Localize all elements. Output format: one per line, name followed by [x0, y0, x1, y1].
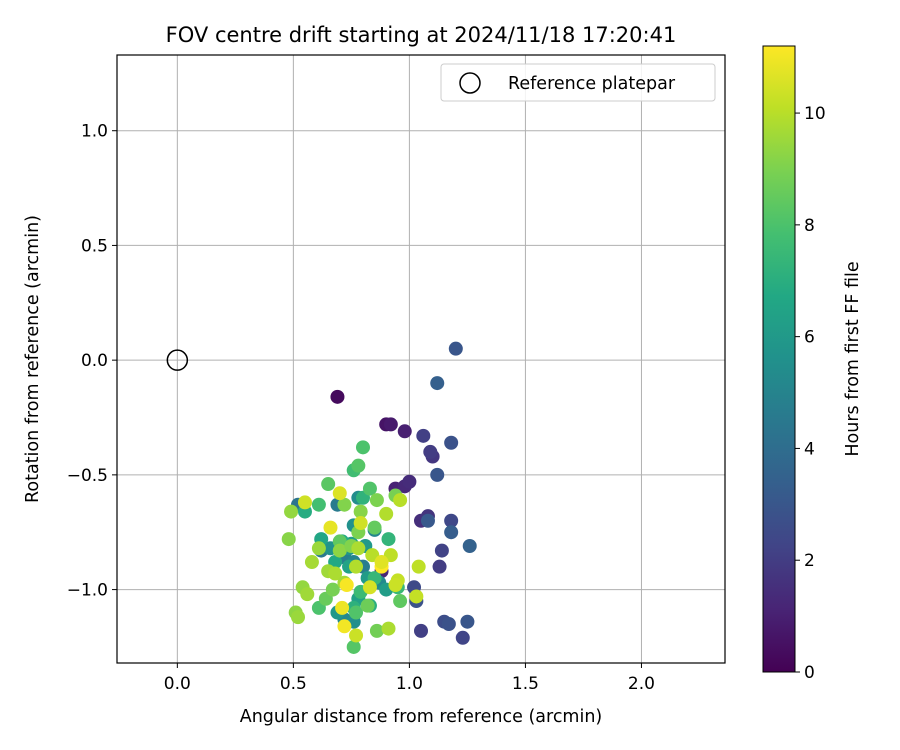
legend-label: Reference platepar — [508, 74, 676, 94]
x-tick-label: 2.0 — [628, 674, 655, 694]
x-tick-label: 1.5 — [512, 674, 539, 694]
scatter-point — [323, 520, 338, 535]
legend-box — [440, 63, 716, 102]
scatter-point — [311, 497, 326, 512]
colorbar-gradient — [762, 45, 796, 673]
scatter-point — [360, 598, 375, 613]
colorbar-ticks: 0 2 4 6 8 10 — [795, 104, 826, 683]
scatter-point — [460, 614, 475, 629]
colorbar-tick-label: 8 — [804, 216, 815, 236]
scatter-point — [409, 589, 424, 604]
scatter-point — [369, 623, 384, 638]
scatter-point — [332, 486, 347, 501]
chart-title: FOV centre drift starting at 2024/11/18 … — [166, 23, 677, 47]
scatter-point — [346, 639, 361, 654]
reference-marker-group — [166, 349, 189, 371]
scatter-point — [441, 616, 456, 631]
y-tick-label: −1.0 — [67, 581, 108, 601]
y-tick-label: 1.0 — [81, 122, 108, 142]
scatter-point — [448, 341, 463, 356]
scatter-point — [423, 444, 438, 459]
colorbar-tick-label: 0 — [804, 663, 815, 683]
scatter-point — [381, 532, 396, 547]
scatter-point — [304, 555, 319, 570]
legend-marker — [459, 72, 481, 94]
x-axis-ticks: 0.0 0.5 1.0 1.5 2.0 — [164, 663, 655, 694]
scatter-point — [300, 587, 315, 602]
scatter-point — [325, 582, 340, 597]
x-tick-label: 1.0 — [396, 674, 423, 694]
scatter-point — [462, 538, 477, 553]
scatter-point — [297, 495, 312, 510]
scatter-point — [414, 623, 428, 638]
y-tick-label: 0.5 — [81, 236, 108, 256]
scatter-point — [349, 628, 364, 643]
scatter-point — [411, 559, 426, 574]
scatter-point — [430, 376, 445, 391]
scatter-point — [321, 477, 336, 492]
scatter-point — [379, 506, 394, 521]
y-axis-ticks: 1.0 0.5 0.0 −0.5 −1.0 — [67, 122, 117, 601]
y-tick-label: −0.5 — [67, 466, 108, 486]
scatter-point — [328, 566, 343, 581]
grid-lines — [117, 55, 725, 663]
scatter-point — [353, 504, 368, 519]
scatter-point — [337, 619, 352, 634]
scatter-point — [444, 435, 459, 450]
scatter-point — [349, 559, 364, 574]
scatter-point — [355, 440, 370, 455]
scatter-point — [284, 504, 299, 519]
scatter-point — [432, 559, 447, 574]
scatter-point — [369, 493, 384, 508]
scatter-point — [339, 577, 354, 592]
scatter-point — [444, 513, 459, 528]
scatter-point — [402, 474, 417, 489]
x-axis-title: Angular distance from reference (arcmin) — [240, 707, 603, 727]
scatter-point — [337, 497, 352, 512]
plot-frame — [116, 54, 726, 664]
scatter-points — [281, 341, 477, 654]
scatter-point — [311, 541, 326, 556]
x-tick-label: 0.0 — [164, 674, 191, 694]
scatter-point — [330, 389, 345, 404]
scatter-point — [367, 520, 382, 535]
scatter-point — [393, 493, 408, 508]
colorbar: 0 2 4 6 8 10 Hours from first FF file — [762, 45, 863, 683]
legend: Reference platepar — [440, 63, 716, 102]
scatter-point — [444, 525, 459, 540]
scatter-point — [281, 532, 296, 547]
scatter-point — [393, 594, 408, 609]
scatter-point — [362, 481, 377, 496]
colorbar-tick-label: 4 — [804, 439, 815, 459]
scatter-point — [397, 424, 412, 439]
scatter-point — [351, 541, 366, 556]
scatter-point — [349, 605, 364, 620]
scatter-point — [416, 428, 431, 443]
scatter-point — [374, 555, 389, 570]
scatter-point — [434, 543, 449, 558]
scatter-point — [362, 580, 377, 595]
colorbar-tick-label: 10 — [804, 104, 826, 124]
colorbar-tick-label: 2 — [804, 551, 815, 571]
y-axis-title: Rotation from reference (arcmin) — [23, 215, 43, 503]
reference-marker — [166, 349, 189, 371]
scatter-point — [351, 458, 366, 473]
scatter-point — [381, 621, 396, 636]
y-tick-label: 0.0 — [81, 351, 108, 371]
scatter-point — [430, 467, 445, 482]
plot-area: 0.0 0.5 1.0 1.5 2.0 1.0 0.5 0.0 −0.5 −1.0 — [67, 54, 726, 694]
scatter-point — [353, 516, 368, 531]
scatter-point — [383, 417, 398, 432]
scatter-point — [332, 543, 347, 558]
colorbar-title: Hours from first FF file — [843, 261, 863, 456]
colorbar-tick-label: 6 — [804, 328, 815, 348]
x-tick-label: 0.5 — [280, 674, 307, 694]
scatter-point — [455, 630, 470, 645]
scatter-point — [388, 577, 403, 592]
scatter-point — [291, 610, 306, 625]
scatter-point — [420, 513, 435, 528]
scatter-point — [335, 600, 350, 615]
